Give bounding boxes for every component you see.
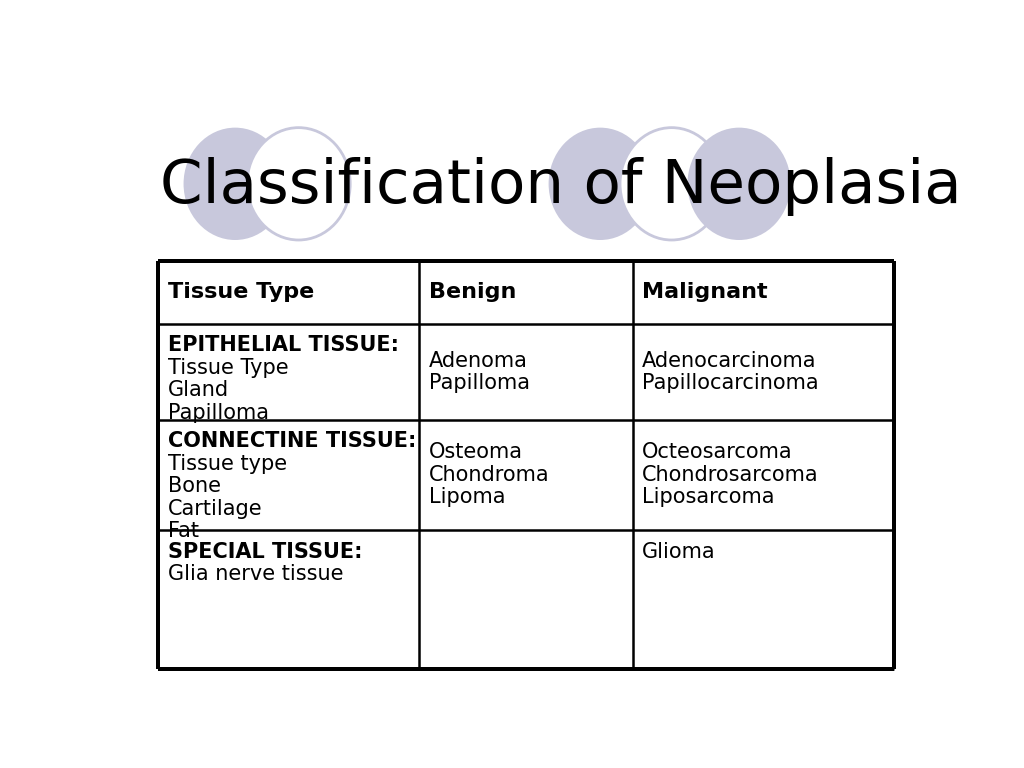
Text: Glia nerve tissue: Glia nerve tissue [168,564,343,584]
Ellipse shape [549,127,652,240]
Text: Tissue type: Tissue type [168,454,287,474]
Text: Fat: Fat [168,521,199,541]
Text: Octeosarcoma: Octeosarcoma [642,442,793,462]
Text: Papillocarcinoma: Papillocarcinoma [642,373,819,393]
Text: Cartilage: Cartilage [168,498,262,518]
Text: Tissue Type: Tissue Type [168,358,289,378]
Ellipse shape [687,127,791,240]
Text: Tissue Type: Tissue Type [168,283,314,303]
Text: Chondrosarcoma: Chondrosarcoma [642,465,819,485]
Ellipse shape [247,127,350,240]
Ellipse shape [621,127,723,240]
Text: Osteoma: Osteoma [429,442,523,462]
Text: Benign: Benign [429,283,516,303]
Text: Papilloma: Papilloma [168,403,268,423]
Text: CONNECTINE TISSUE:: CONNECTINE TISSUE: [168,432,416,452]
Text: Lipoma: Lipoma [429,488,505,508]
Text: Adenocarcinoma: Adenocarcinoma [642,351,817,371]
Text: Bone: Bone [168,476,221,496]
Text: Papilloma: Papilloma [429,373,529,393]
Ellipse shape [183,127,287,240]
Text: Malignant: Malignant [642,283,768,303]
Text: Adenoma: Adenoma [429,351,527,371]
Text: Glioma: Glioma [642,541,716,561]
Text: SPECIAL TISSUE:: SPECIAL TISSUE: [168,541,362,561]
Text: Liposarcoma: Liposarcoma [642,488,775,508]
Text: Classification of Neoplasia: Classification of Neoplasia [160,157,962,217]
Text: EPITHELIAL TISSUE:: EPITHELIAL TISSUE: [168,336,398,356]
Text: Gland: Gland [168,380,228,400]
Text: Chondroma: Chondroma [429,465,550,485]
